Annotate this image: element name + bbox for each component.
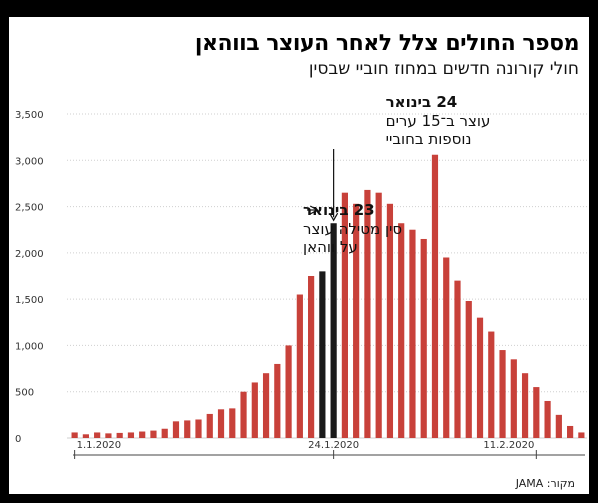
bar [488,331,495,438]
bar [454,280,461,438]
bar [544,400,551,438]
bar [217,409,225,438]
bar [375,192,382,438]
bar [296,294,303,438]
bar [94,432,101,438]
bar [127,432,135,438]
annotation-title: 23 בינואר [303,201,375,219]
bar [82,434,89,438]
bar [386,203,394,438]
annotation-text: על ווהאן [303,238,358,256]
bar [116,432,123,438]
bar [184,420,191,438]
chart-title: מספר החולים צלל לאחר העוצר בווהאן [194,31,580,56]
bar [251,382,258,438]
x-tick-label: 11.2.2020 [483,440,534,451]
y-tick-label: 2,000 [15,249,44,260]
bar [499,350,506,438]
bar [465,300,472,438]
bar [555,414,562,438]
bar-chart: 0 500 1,000 1,500 2,000 2,500 3,000 3,500 1.1.2… [15,93,587,459]
chart-frame: מספר החולים צלל לאחר העוצר בווהאן חולי ק… [7,7,591,496]
bar [262,373,270,438]
source-note: מקור: JAMA [515,477,575,490]
bar [229,408,236,438]
y-tick-label: 3,500 [15,110,44,121]
bar [308,276,315,438]
bar [139,431,146,438]
bar [285,345,292,438]
bar [71,432,78,438]
top-bar [9,9,589,17]
bar [510,359,517,438]
x-tick-label: 24.1.2020 [308,440,359,451]
annotation-text: עוצר ב־15 ערים [386,112,491,130]
annotation-text: נוספות בחוביי [386,130,472,148]
bar [353,203,360,438]
bar [150,430,157,438]
bar [521,373,529,438]
bar [274,363,281,438]
bar [409,229,416,438]
bar [578,432,585,438]
chart-subtitle: חולי קורונה חדשים במחוז חוביי שבסין [308,59,579,79]
y-tick-label: 2,500 [15,203,44,214]
bar [443,257,450,438]
annotation-text: סין מטילה עוצר [303,220,402,238]
bar [533,387,540,438]
y-tick-label: 1,000 [15,341,44,352]
bar [420,238,427,438]
annotation-title: 24 בינואר [386,93,458,111]
y-tick-label: 1,500 [15,295,44,306]
bar [240,391,247,438]
annotation-arrowhead [329,212,339,222]
annotation-arrowhead [309,205,319,215]
x-tick-label: 1.1.2020 [77,440,122,451]
bar [195,419,202,438]
bar [105,433,112,438]
bar [161,428,168,438]
bar [172,421,180,438]
bar [431,154,439,438]
bar [341,192,348,438]
y-tick-label: 500 [15,388,34,399]
bar [476,317,484,438]
bar-highlight [330,223,337,438]
bar [398,223,405,438]
bar-highlight [319,271,326,438]
bar [567,425,574,438]
bar [364,189,371,438]
y-tick-label: 0 [15,434,21,445]
bar [206,413,213,438]
y-tick-label: 3,000 [15,156,44,167]
